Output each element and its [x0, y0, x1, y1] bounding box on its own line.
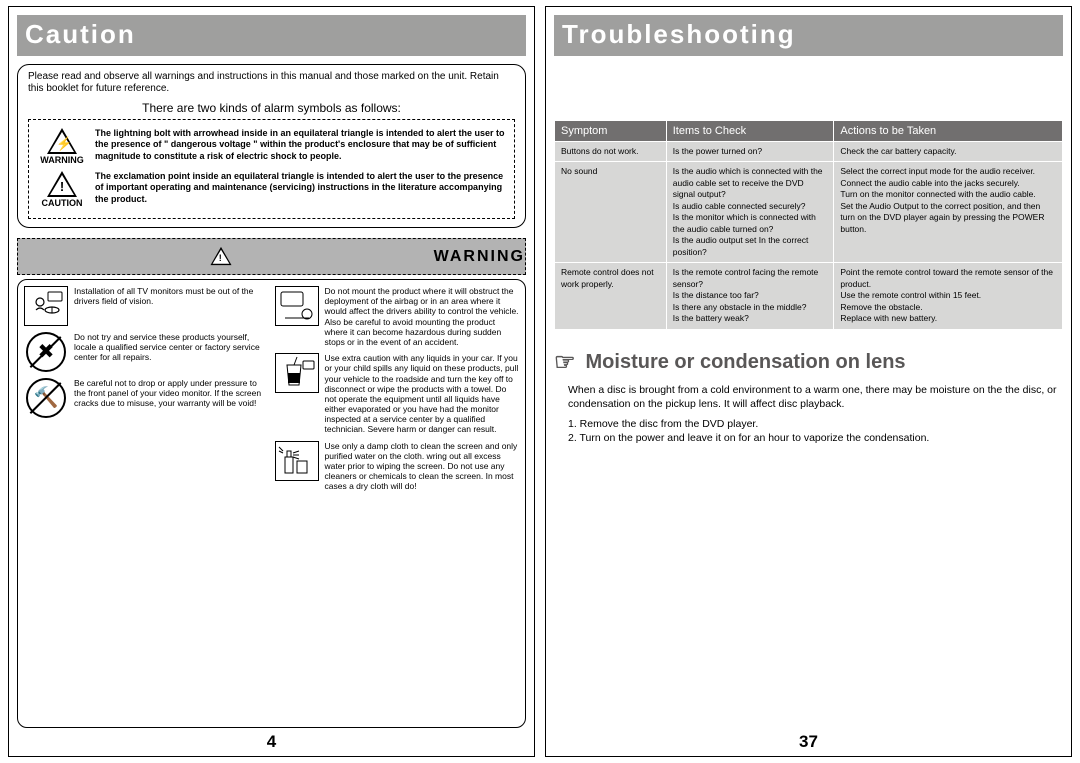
warning-triangle-icon: ⚡ WARNING: [37, 128, 87, 165]
symbol-row-warning: ⚡ WARNING The lightning bolt with arrowh…: [37, 128, 506, 165]
warn-item-service: ✖ Do not try and service these products …: [24, 332, 269, 372]
spray-icon: [275, 441, 319, 481]
warn-text-airbag: Do not mount the product where it will o…: [325, 286, 520, 347]
drink-icon: [275, 353, 319, 393]
warning-header-icon: !: [210, 247, 231, 265]
right-title-bar: Troubleshooting: [554, 15, 1063, 56]
cell-symptom: Buttons do not work.: [555, 142, 667, 162]
moisture-step-2: 2. Turn on the power and leave it on for…: [568, 431, 1063, 445]
caution-triangle-icon: ! CAUTION: [37, 171, 87, 208]
caution-symbol-text: The exclamation point inside an equilate…: [95, 171, 506, 205]
warning-col-right: Do not mount the product where it will o…: [275, 286, 520, 721]
th-symptom: Symptom: [555, 121, 667, 142]
moisture-intro: When a disc is brought from a cold envir…: [568, 383, 1063, 411]
cell-symptom: Remote control does not work properly.: [555, 263, 667, 329]
warn-item-pressure: 🔨 Be careful not to drop or apply under …: [24, 378, 269, 418]
intro-text: Please read and observe all warnings and…: [28, 71, 515, 95]
warn-text-liquid: Use extra caution with any liquids in yo…: [325, 353, 520, 435]
cell-action: Check the car battery capacity.: [834, 142, 1063, 162]
cell-action: Point the remote control toward the remo…: [834, 263, 1063, 329]
warn-item-liquid: Use extra caution with any liquids in yo…: [275, 353, 520, 435]
right-page-number: 37: [546, 732, 1071, 752]
table-row: No sound Is the audio which is connected…: [555, 162, 1063, 263]
warning-label: WARNING: [40, 155, 84, 165]
table-row: Buttons do not work. Is the power turned…: [555, 142, 1063, 162]
warning-col-left: Installation of all TV monitors must be …: [24, 286, 269, 721]
cell-action: Select the correct input mode for the au…: [834, 162, 1063, 263]
cell-symptom: No sound: [555, 162, 667, 263]
warning-symbol-text: The lightning bolt with arrowhead inside…: [95, 128, 506, 162]
symbol-row-caution: ! CAUTION The exclamation point inside a…: [37, 171, 506, 208]
moisture-heading: ☞ Moisture or condensation on lens: [554, 348, 1063, 377]
warn-item-airbag: Do not mount the product where it will o…: [275, 286, 520, 347]
moisture-body: When a disc is brought from a cold envir…: [554, 383, 1063, 446]
table-row: Remote control does not work properly. I…: [555, 263, 1063, 329]
warn-text-clean: Use only a damp cloth to clean the scree…: [325, 441, 520, 492]
airbag-icon: [275, 286, 319, 326]
warning-heading-text: WARNING: [434, 248, 525, 266]
left-page-number: 4: [9, 732, 534, 752]
warn-item-clean: Use only a damp cloth to clean the scree…: [275, 441, 520, 492]
left-title-bar: Caution: [17, 15, 526, 56]
intro-box: Please read and observe all warnings and…: [17, 64, 526, 228]
cell-check: Is the remote control facing the remote …: [666, 263, 834, 329]
right-page: Troubleshooting Symptom Items to Check A…: [545, 6, 1072, 757]
left-page: Caution Please read and observe all warn…: [8, 6, 535, 757]
troubleshoot-table: Symptom Items to Check Actions to be Tak…: [554, 120, 1063, 330]
th-check: Items to Check: [666, 121, 834, 142]
cell-check: Is the power turned on?: [666, 142, 834, 162]
moisture-heading-text: Moisture or condensation on lens: [586, 351, 906, 374]
hammer-nocircle-icon: 🔨: [24, 378, 68, 418]
warning-section-header: ! WARNING: [17, 238, 526, 275]
exclaim-glyph: !: [56, 179, 68, 194]
pointing-hand-icon: ☞: [554, 348, 576, 377]
warning-grid: Installation of all TV monitors must be …: [17, 279, 526, 728]
symbol-definitions: ⚡ WARNING The lightning bolt with arrowh…: [28, 119, 515, 219]
lightning-glyph: ⚡: [56, 136, 68, 152]
intro-subtext: There are two kinds of alarm symbols as …: [28, 101, 515, 115]
cell-check: Is the audio which is connected with the…: [666, 162, 834, 263]
two-page-spread: Caution Please read and observe all warn…: [0, 0, 1080, 763]
moisture-step-1: 1. Remove the disc from the DVD player.: [568, 417, 1063, 431]
warn-text-service: Do not try and service these products yo…: [74, 332, 269, 363]
warn-item-monitors: Installation of all TV monitors must be …: [24, 286, 269, 326]
warn-text-monitors: Installation of all TV monitors must be …: [74, 286, 269, 306]
driver-icon: [24, 286, 68, 326]
caution-label: CAUTION: [42, 198, 83, 208]
tools-nocircle-icon: ✖: [24, 332, 68, 372]
th-action: Actions to be Taken: [834, 121, 1063, 142]
warn-text-pressure: Be careful not to drop or apply under pr…: [74, 378, 269, 409]
